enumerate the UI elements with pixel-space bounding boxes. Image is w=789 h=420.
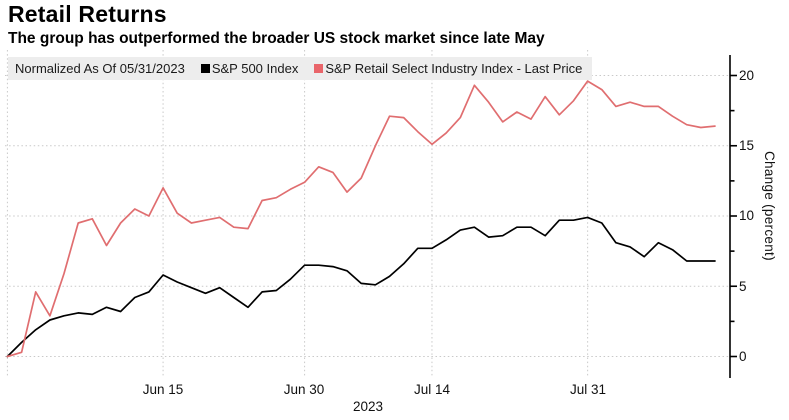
x-tick-label: Jul 14 [413, 382, 451, 397]
y-tick-label: 5 [739, 279, 747, 294]
chart-title: Retail Returns [8, 1, 167, 27]
legend-item-sp500: S&P 500 Index [200, 61, 299, 76]
x-axis-year-label: 2023 [352, 399, 384, 414]
y-axis-title: Change (percent) [762, 151, 777, 261]
legend-item-retail: S&P Retail Select Industry Index - Last … [314, 61, 582, 76]
x-tick-label: Jun 15 [142, 382, 184, 397]
y-tick-label: 10 [739, 208, 755, 223]
y-tick-label: 15 [739, 138, 755, 153]
legend-item-label: S&P Retail Select Industry Index - Last … [325, 61, 583, 76]
legend-item-label: S&P 500 Index [211, 61, 299, 76]
series-line-sp500 [6, 216, 716, 358]
sp500-swatch-icon [200, 64, 210, 73]
x-tick-label: Jun 30 [283, 382, 325, 397]
chart-subtitle: The group has outperformed the broader U… [8, 30, 545, 47]
y-tick-label: 20 [739, 68, 755, 83]
x-tick-label: Jul 31 [569, 382, 607, 397]
retail-swatch-icon [314, 64, 324, 73]
legend-note: Normalized As Of 05/31/2023 [15, 61, 185, 76]
y-tick-label: 0 [739, 349, 747, 364]
legend: Normalized As Of 05/31/2023 S&P 500 Inde… [8, 57, 593, 80]
series-line-retail [6, 80, 716, 358]
